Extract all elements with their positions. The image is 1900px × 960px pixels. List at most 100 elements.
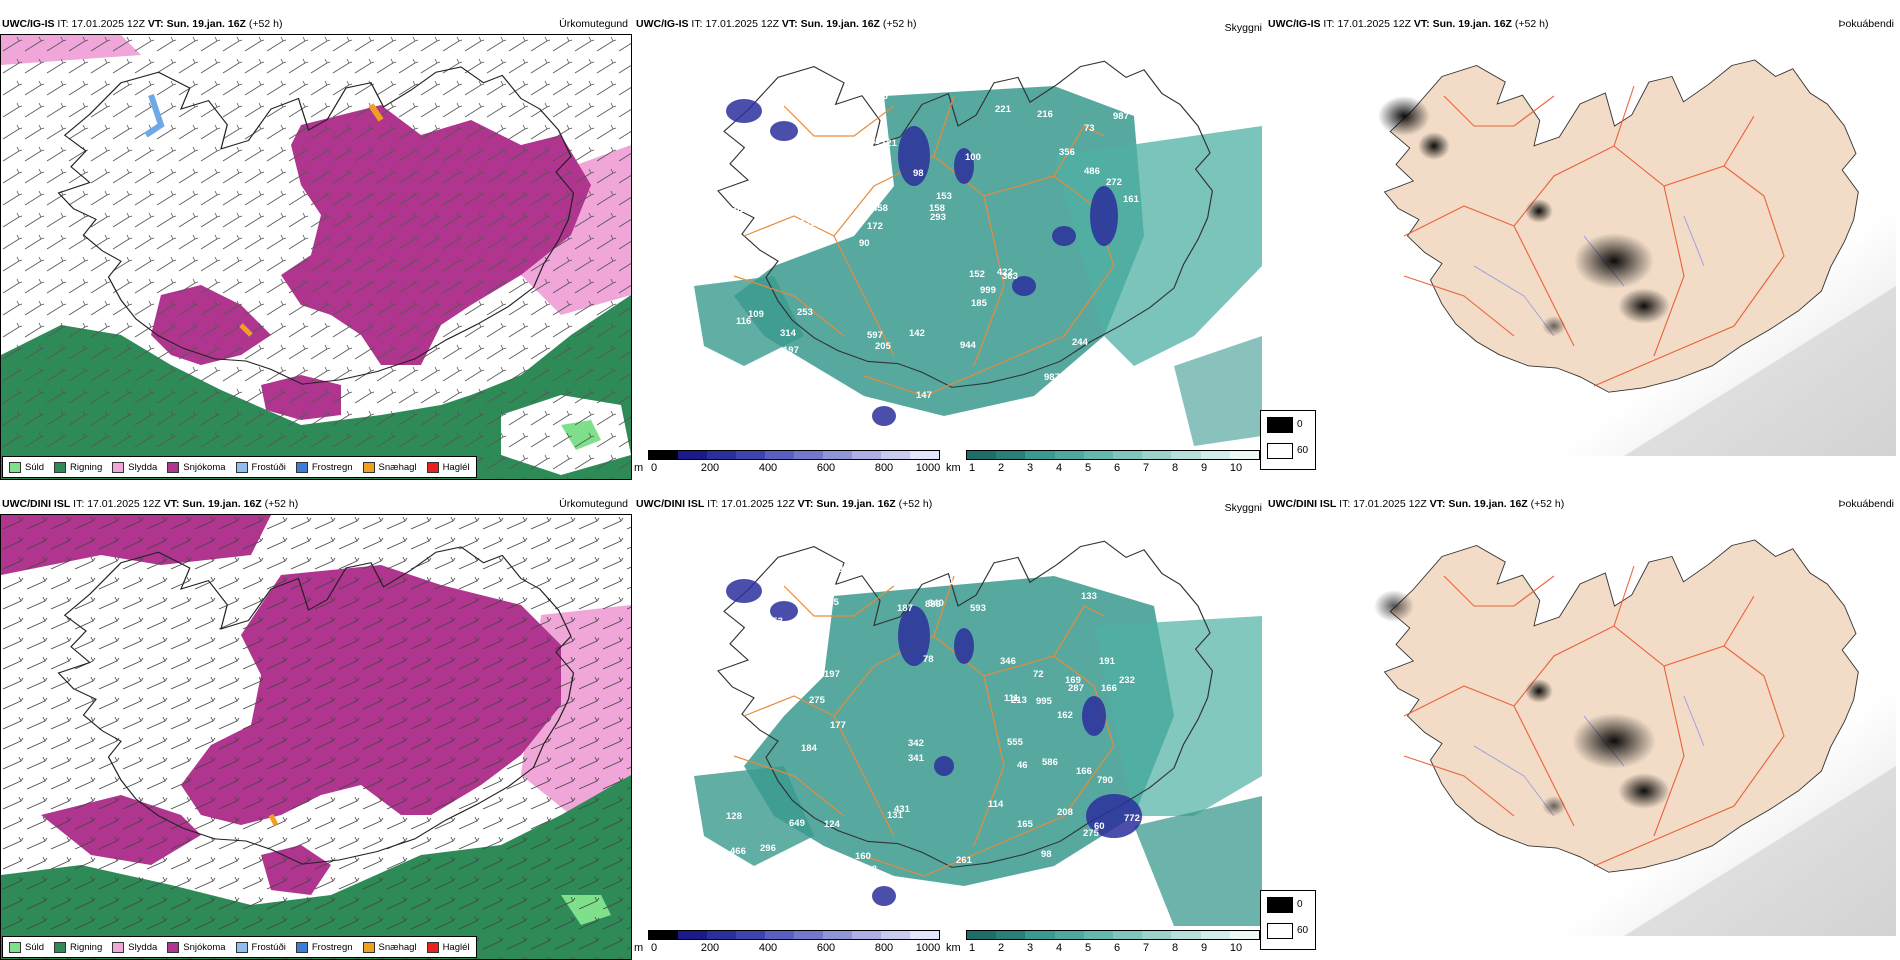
legend-item: Haglél [426, 941, 470, 953]
legend-label: Snæhagl [378, 941, 417, 953]
peak-label: 177 [773, 188, 789, 199]
it-value: 17.01.2025 12Z [1353, 498, 1427, 510]
it-label: IT: [1323, 18, 1335, 30]
legend-label: Rigning [70, 461, 103, 473]
peak-label: 153 [767, 616, 783, 627]
vt-value: Sun. 19.jan. 16Z [166, 18, 246, 30]
peak-label: 431 [894, 804, 911, 815]
legend-item: Haglél [426, 461, 470, 473]
tick-label: 1000 [915, 462, 941, 474]
peak-label: 158 [929, 203, 945, 214]
it-label: IT: [73, 498, 85, 510]
map-frame [0, 34, 632, 480]
tick-label: 5 [1084, 462, 1092, 474]
vt-label: VT: [163, 498, 180, 510]
peak-label: 98 [913, 168, 924, 179]
peak-label: 60 [1094, 821, 1105, 832]
peak-label: 340 [928, 598, 944, 609]
tick-label: 400 [758, 462, 778, 474]
legend-label: Súld [25, 941, 45, 953]
vt-value: Sun. 19.jan. 16Z [1432, 18, 1512, 30]
tick-label: 200 [700, 942, 720, 954]
vt-value: Sun. 19.jan. 16Z [800, 18, 880, 30]
legend-item: Snæhagl [362, 941, 417, 953]
precip-legend: Súld Rigning Slydda Snjókoma Frostúði Fr… [2, 456, 477, 478]
legend-label: Snjókoma [183, 941, 226, 953]
legend-swatch [362, 461, 375, 473]
fog-swatch-dark [1267, 417, 1293, 433]
legend-swatch [54, 461, 67, 473]
legend-swatch [9, 941, 21, 953]
panel-title: Þokuábendi [1838, 498, 1894, 510]
it-label: IT: [57, 18, 69, 30]
tick-label: 10 [1229, 462, 1243, 474]
legend-label: Frostúði [251, 461, 286, 473]
panel-title: Skyggni [1224, 502, 1262, 514]
peak-label: 333 [754, 394, 770, 405]
peak-label: 166 [1076, 766, 1092, 777]
peak-label: 125 [800, 218, 817, 229]
tick-label: 5 [1084, 942, 1092, 954]
fog-legend-low: 0 [1297, 899, 1303, 910]
visibility-bar [966, 930, 1260, 940]
peak-label: 51 [734, 204, 745, 215]
fog-map [1324, 516, 1896, 936]
peak-label: 100 [965, 152, 981, 163]
peak-label: 128 [726, 811, 742, 822]
vt-label: VT: [1429, 498, 1446, 510]
lead-time: (+52 h) [882, 18, 917, 30]
lead-time: (+52 h) [1530, 498, 1565, 510]
tick-label: 4 [1055, 942, 1063, 954]
peak-label: 232 [1119, 675, 1135, 686]
peak-label: 104 [839, 564, 856, 575]
vt-label: VT: [797, 498, 814, 510]
peak-label: 78 [923, 654, 934, 665]
legend-item: Rigning [54, 941, 103, 953]
peak-label: 80 [870, 136, 881, 147]
peak-label: 121 [881, 138, 898, 149]
legend-label: Snjókoma [183, 461, 226, 473]
legend-label: Frostregn [311, 461, 353, 473]
peak-label: 363 [1002, 271, 1018, 282]
tick-label: 9 [1200, 462, 1208, 474]
elevation-bar [648, 450, 940, 460]
peak-label: 109 [748, 309, 764, 320]
it-value: 17.01.2025 12Z [705, 18, 779, 30]
tick-label: 8 [1171, 942, 1179, 954]
it-label: IT: [707, 498, 719, 510]
peak-label: 184 [801, 743, 818, 754]
vt-value: Sun. 19.jan. 16Z [816, 498, 896, 510]
peak-label: 162 [1057, 710, 1073, 721]
it-value: 17.01.2025 12Z [71, 18, 145, 30]
visibility-unit: km [946, 462, 961, 474]
legend-swatch [426, 461, 439, 473]
tick-label: 7 [1142, 462, 1150, 474]
peak-label: 72 [1033, 669, 1044, 680]
tick-label: 1 [968, 942, 976, 954]
lead-time: (+52 h) [1514, 18, 1549, 30]
peak-label: 205 [875, 341, 892, 352]
tick-label: 9 [1200, 942, 1208, 954]
peak-label: 191 [1099, 656, 1116, 667]
panel-title: Úrkomutegund [559, 18, 628, 30]
tick-label: 0 [650, 942, 658, 954]
tick-label: 600 [816, 462, 836, 474]
elevation-unit: m [634, 942, 644, 954]
legend-item: Frostúði [235, 941, 286, 953]
peak-label: 555 [1007, 737, 1024, 748]
legend-label: Súld [25, 461, 45, 473]
peak-label: 293 [930, 212, 946, 223]
peak-label: 422 [997, 267, 1013, 278]
peak-label: 172 [867, 221, 883, 232]
tick-label: 800 [874, 942, 894, 954]
peak-label: 201 [736, 740, 753, 751]
legend-item: Rigning [54, 461, 103, 473]
peak-label: 987 [1044, 372, 1060, 383]
peak-label: 221 [995, 104, 1012, 115]
panel-header: UWC/IG-IS IT: 17.01.2025 12Z VT: Sun. 19… [1268, 18, 1896, 32]
peak-label: 169 [1065, 675, 1081, 686]
peak-label: 275 [809, 695, 826, 706]
panel-header: UWC/IG-IS IT: 17.01.2025 12Z VT: Sun. 19… [2, 18, 630, 32]
legend-label: Rigning [70, 941, 103, 953]
peak-label: 269 [717, 389, 733, 400]
